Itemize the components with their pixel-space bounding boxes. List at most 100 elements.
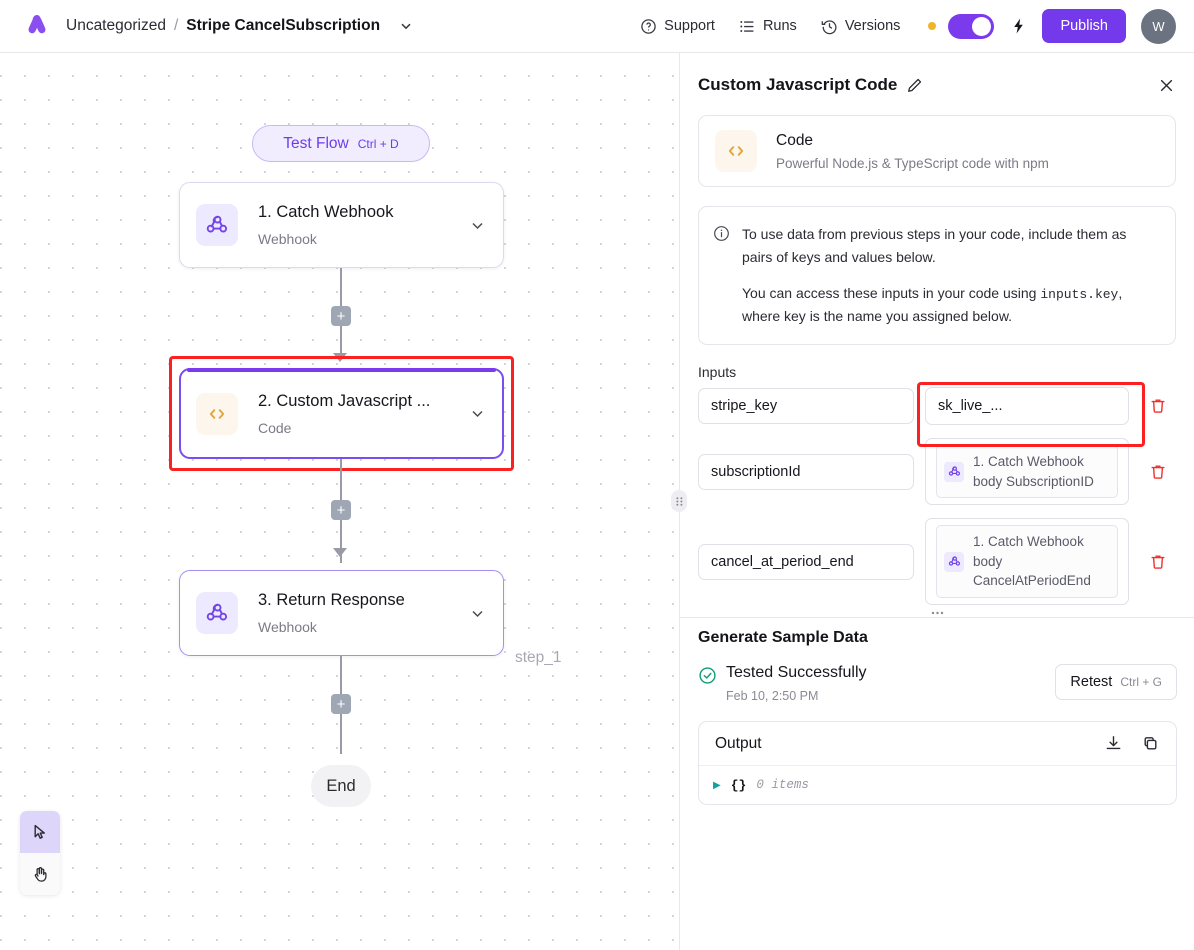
test-flow-shortcut: Ctrl + D xyxy=(357,136,399,151)
test-status-label: Tested Successfully xyxy=(726,664,867,681)
test-status-text: Tested Successfully Feb 10, 2:50 PM xyxy=(726,664,867,703)
node-title: 2. Custom Javascript ... xyxy=(258,391,431,410)
test-status-row: Tested Successfully Feb 10, 2:50 PM Rete… xyxy=(698,664,1177,703)
connector-arrow xyxy=(333,548,347,557)
add-step-button[interactable]: + xyxy=(331,500,351,520)
output-actions xyxy=(1104,734,1160,753)
input-value-field[interactable]: 1. Catch Webhook body CancelAtPeriodEnd xyxy=(925,518,1129,605)
canvas-mode-tools xyxy=(20,811,60,895)
drag-handle-icon[interactable] xyxy=(931,610,944,616)
node-text: 2. Custom Javascript ... Code xyxy=(258,392,460,436)
output-body: ▶ {} 0 items xyxy=(699,766,1176,804)
input-value-field[interactable]: sk_live_... xyxy=(925,387,1129,426)
info-p2-code: inputs.key xyxy=(1040,287,1119,303)
info-paragraph-2: You can access these inputs in your code… xyxy=(742,282,1159,328)
input-key-field[interactable]: subscriptionId xyxy=(698,453,914,490)
success-check-icon xyxy=(698,666,717,690)
webhook-icon xyxy=(196,592,238,634)
reference-chip[interactable]: 1. Catch Webhook body CancelAtPeriodEnd xyxy=(936,525,1118,598)
info-icon xyxy=(713,223,730,328)
generate-sample-data-section: Generate Sample Data Tested Successfully… xyxy=(680,629,1194,805)
enable-flow-toggle[interactable] xyxy=(948,13,995,39)
delete-input-button[interactable] xyxy=(1140,397,1176,415)
support-label: Support xyxy=(664,18,715,34)
node-title: 3. Return Response xyxy=(258,591,405,609)
breadcrumb-root[interactable]: Uncategorized xyxy=(66,17,166,34)
chevron-down-icon[interactable] xyxy=(468,604,487,623)
panel-resize-handle[interactable] xyxy=(671,490,687,512)
step-type-text: Code Powerful Node.js & TypeScript code … xyxy=(776,132,1049,171)
test-flow-button[interactable]: Test Flow Ctrl + D xyxy=(252,125,430,162)
generate-sample-data-title: Generate Sample Data xyxy=(698,629,868,646)
test-timestamp: Feb 10, 2:50 PM xyxy=(726,689,819,703)
cursor-arrow-icon[interactable] xyxy=(20,811,60,853)
input-value-field[interactable]: 1. Catch Webhook body SubscriptionID xyxy=(925,438,1129,506)
close-icon[interactable] xyxy=(1157,76,1176,95)
connector-arrow xyxy=(333,353,347,362)
output-braces: {} xyxy=(730,777,747,793)
info-p2-prefix: You can access these inputs in your code… xyxy=(742,285,1041,302)
output-header: Output xyxy=(699,722,1176,766)
flow-node-custom-javascript[interactable]: 2. Custom Javascript ... Code xyxy=(179,368,504,459)
flow-canvas[interactable]: Test Flow Ctrl + D 1. Catch Webhook Webh… xyxy=(0,53,679,950)
top-bar-actions: Support Runs Versions Publish W xyxy=(628,8,1194,44)
input-row: cancel_at_period_end 1. Catch Webhook bo… xyxy=(680,518,1194,605)
step-type-subtitle: Powerful Node.js & TypeScript code with … xyxy=(776,155,1049,171)
versions-button[interactable]: Versions xyxy=(809,12,913,41)
pencil-icon[interactable] xyxy=(906,77,923,94)
flow-node-return-response[interactable]: 3. Return Response Webhook xyxy=(179,570,504,656)
app-logo-icon[interactable] xyxy=(20,9,54,43)
user-avatar[interactable]: W xyxy=(1141,8,1176,44)
test-flow-label: Test Flow xyxy=(283,134,349,152)
retest-label: Retest xyxy=(1070,674,1113,690)
input-key-field[interactable]: cancel_at_period_end xyxy=(698,543,914,580)
input-key-field[interactable]: stripe_key xyxy=(698,388,914,425)
code-icon xyxy=(196,392,238,435)
publish-button[interactable]: Publish xyxy=(1042,9,1126,43)
inputs-label: Inputs xyxy=(698,364,737,381)
node-text: 1. Catch Webhook Webhook xyxy=(258,203,460,247)
expand-caret-icon[interactable]: ▶ xyxy=(713,779,721,791)
inputs-list: stripe_key sk_live_... subscriptionId 1.… xyxy=(680,387,1194,615)
panel-header: Custom Javascript Code xyxy=(680,53,1194,95)
node-title: 1. Catch Webhook xyxy=(258,203,394,221)
node-subtitle: Code xyxy=(258,419,292,436)
runs-button[interactable]: Runs xyxy=(727,12,809,41)
flow-node-catch-webhook[interactable]: 1. Catch Webhook Webhook xyxy=(179,182,504,268)
section-divider xyxy=(679,617,1194,618)
code-icon xyxy=(715,130,757,172)
step-type-card[interactable]: Code Powerful Node.js & TypeScript code … xyxy=(698,115,1176,187)
hand-pan-icon[interactable] xyxy=(20,853,60,895)
breadcrumb-current: Stripe CancelSubscription xyxy=(186,17,381,34)
download-icon[interactable] xyxy=(1104,734,1123,753)
chevron-down-icon[interactable] xyxy=(398,18,414,34)
delete-input-button[interactable] xyxy=(1140,553,1176,571)
lightning-bolt-icon[interactable] xyxy=(1010,17,1028,35)
chevron-down-icon[interactable] xyxy=(468,216,487,235)
top-navigation-bar: Uncategorized / Stripe CancelSubscriptio… xyxy=(0,0,1194,53)
breadcrumb-separator: / xyxy=(173,17,179,34)
add-step-button[interactable]: + xyxy=(331,694,351,714)
copy-icon[interactable] xyxy=(1141,734,1160,753)
retest-button[interactable]: Retest Ctrl + G xyxy=(1055,664,1177,700)
runs-label: Runs xyxy=(762,18,797,34)
info-callout: To use data from previous steps in your … xyxy=(698,206,1176,346)
reference-chip-label: 1. Catch Webhook body CancelAtPeriodEnd xyxy=(973,534,1091,589)
support-button[interactable]: Support xyxy=(628,12,727,41)
info-paragraph-1: To use data from previous steps in your … xyxy=(742,226,1127,265)
input-row: subscriptionId 1. Catch Webhook body Sub… xyxy=(680,438,1194,506)
input-row: stripe_key sk_live_... xyxy=(680,387,1194,426)
reference-chip[interactable]: 1. Catch Webhook body SubscriptionID xyxy=(936,445,1118,499)
unsaved-status-dot xyxy=(928,22,937,30)
panel-title: Custom Javascript Code xyxy=(698,75,898,94)
toggle-knob xyxy=(972,16,992,36)
retest-shortcut: Ctrl + G xyxy=(1120,675,1162,689)
step-details-panel: Custom Javascript Code Code Powerful Nod… xyxy=(679,53,1194,950)
info-p2-suffix: , where key is the name you assigned bel… xyxy=(742,285,1123,325)
webhook-icon xyxy=(944,461,964,482)
flow-node-end[interactable]: End xyxy=(311,765,371,807)
add-step-button[interactable]: + xyxy=(331,306,351,326)
webhook-icon xyxy=(196,204,238,246)
delete-input-button[interactable] xyxy=(1140,463,1176,481)
chevron-down-icon[interactable] xyxy=(468,404,487,423)
